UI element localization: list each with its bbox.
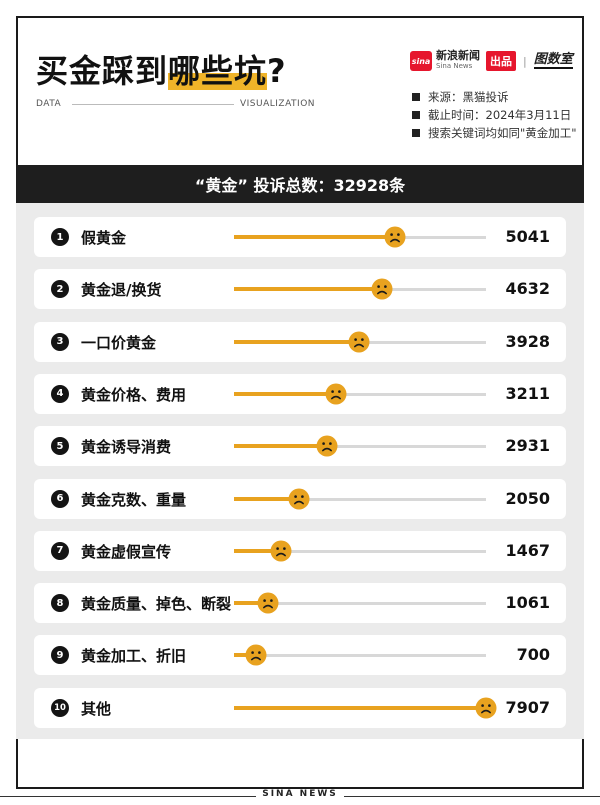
bar-fill bbox=[234, 391, 337, 396]
chart-row: 1 假黄金 5041 bbox=[34, 217, 566, 257]
sad-face-icon bbox=[348, 331, 370, 353]
sad-face-icon bbox=[270, 540, 292, 562]
category-label: 黄金虚假宣传 bbox=[81, 542, 172, 561]
value-label: 7907 bbox=[505, 697, 550, 717]
sad-face-icon bbox=[325, 383, 347, 405]
category-label: 一口价黄金 bbox=[81, 333, 157, 352]
category-label: 黄金加工、折旧 bbox=[81, 647, 187, 666]
bar-track bbox=[234, 549, 486, 553]
meta-source: 来源：黑猫投诉 bbox=[412, 88, 577, 106]
bar-fill bbox=[234, 653, 257, 658]
bar-fill bbox=[234, 235, 395, 239]
brand-name-cn: 新浪新闻 bbox=[436, 49, 480, 62]
category-label: 假黄金 bbox=[81, 229, 127, 247]
bar-track bbox=[234, 602, 486, 606]
chart-row: 9 黄金加工、折旧 700 bbox=[34, 635, 566, 676]
chart-row: 5 黄金诱导消费 2931 bbox=[34, 426, 566, 467]
chart-row: 8 黄金质量、掉色、断裂 1061 bbox=[34, 583, 566, 624]
bullet-square-icon bbox=[412, 93, 420, 101]
chart-row: 3 一口价黄金 3928 bbox=[34, 321, 566, 362]
brand-separator: | bbox=[523, 54, 527, 68]
bar-fill bbox=[234, 496, 300, 501]
rank-badge: 10 bbox=[51, 698, 69, 717]
chart-header: “黄金” 投诉总数：32928条 bbox=[16, 165, 584, 203]
brand-name: 新浪新闻 Sina News bbox=[436, 50, 480, 72]
value-label: 3211 bbox=[505, 383, 550, 403]
bar-track bbox=[234, 654, 486, 658]
value-label: 4632 bbox=[505, 279, 550, 299]
category-label: 黄金价格、费用 bbox=[81, 385, 187, 404]
produced-badge: 出品 bbox=[486, 51, 516, 71]
category-label: 黄金退/换货 bbox=[81, 281, 162, 300]
meta-list: 来源：黑猫投诉 截止时间：2024年3月11日 搜索关键词均如同"黄金加工" bbox=[412, 88, 577, 142]
chart-row: 4 黄金价格、费用 3211 bbox=[34, 373, 566, 414]
bar-track bbox=[234, 392, 486, 396]
category-label: 黄金克数、重量 bbox=[81, 490, 187, 509]
rank-badge: 8 bbox=[51, 594, 69, 613]
bar-fill bbox=[234, 705, 486, 710]
sad-face-icon bbox=[257, 592, 279, 614]
rank-badge: 9 bbox=[51, 646, 69, 665]
rank-badge: 7 bbox=[51, 541, 69, 560]
bar-fill bbox=[234, 287, 382, 292]
bar-fill bbox=[234, 339, 360, 344]
partner-logo: 图数室 bbox=[533, 52, 573, 69]
rank-badge: 1 bbox=[51, 228, 69, 246]
bullet-square-icon bbox=[412, 111, 420, 119]
category-label: 黄金诱导消费 bbox=[81, 438, 172, 457]
sad-face-icon bbox=[371, 278, 393, 300]
footer-text: SINA NEWS bbox=[256, 789, 344, 799]
footer: SINA NEWS bbox=[0, 789, 600, 799]
label-divider bbox=[72, 104, 234, 105]
bar-fill bbox=[234, 444, 328, 449]
value-label: 700 bbox=[516, 645, 550, 665]
sina-logo-icon: sina bbox=[410, 51, 432, 71]
bullet-square-icon bbox=[412, 129, 420, 137]
rank-badge: 5 bbox=[51, 437, 69, 456]
sad-face-icon bbox=[288, 488, 310, 510]
bar-fill bbox=[234, 548, 281, 553]
category-label: 黄金质量、掉色、断裂 bbox=[81, 595, 232, 614]
rank-badge: 4 bbox=[51, 384, 69, 403]
value-label: 2931 bbox=[505, 436, 550, 456]
brand-bar: sina 新浪新闻 Sina News 出品 | 图数室 bbox=[410, 50, 573, 72]
value-label: 2050 bbox=[505, 488, 550, 508]
title-highlight: 哪些坑 bbox=[168, 52, 268, 90]
category-label: 其他 bbox=[81, 699, 112, 718]
meta-deadline: 截止时间：2024年3月11日 bbox=[412, 106, 577, 124]
chart-row: 6 黄金克数、重量 2050 bbox=[34, 478, 566, 519]
meta-keyword: 搜索关键词均如同"黄金加工" bbox=[412, 124, 577, 142]
brand-name-en: Sina News bbox=[436, 62, 473, 70]
sad-face-icon bbox=[316, 435, 338, 457]
value-label: 5041 bbox=[505, 227, 550, 246]
rank-badge: 6 bbox=[51, 489, 69, 508]
sad-face-icon bbox=[384, 226, 406, 248]
bar-fill bbox=[234, 601, 268, 606]
data-label: DATA bbox=[36, 99, 62, 109]
bar-track bbox=[234, 497, 486, 501]
chart-row: 2 黄金退/换货 4632 bbox=[34, 269, 566, 310]
chart-row: 10 其他 7907 bbox=[34, 687, 566, 728]
bar-track bbox=[234, 445, 486, 449]
rank-badge: 3 bbox=[51, 332, 69, 351]
page-title: 买金踩到哪些坑? bbox=[36, 52, 287, 90]
value-label: 3928 bbox=[505, 331, 550, 351]
visualization-label: VISUALIZATION bbox=[240, 99, 316, 109]
sad-face-icon bbox=[245, 644, 267, 666]
value-label: 1467 bbox=[505, 540, 550, 560]
value-label: 1061 bbox=[505, 593, 550, 613]
sad-face-icon bbox=[475, 697, 497, 719]
chart-row: 7 黄金虚假宣传 1467 bbox=[34, 530, 566, 571]
rank-badge: 2 bbox=[51, 280, 69, 299]
